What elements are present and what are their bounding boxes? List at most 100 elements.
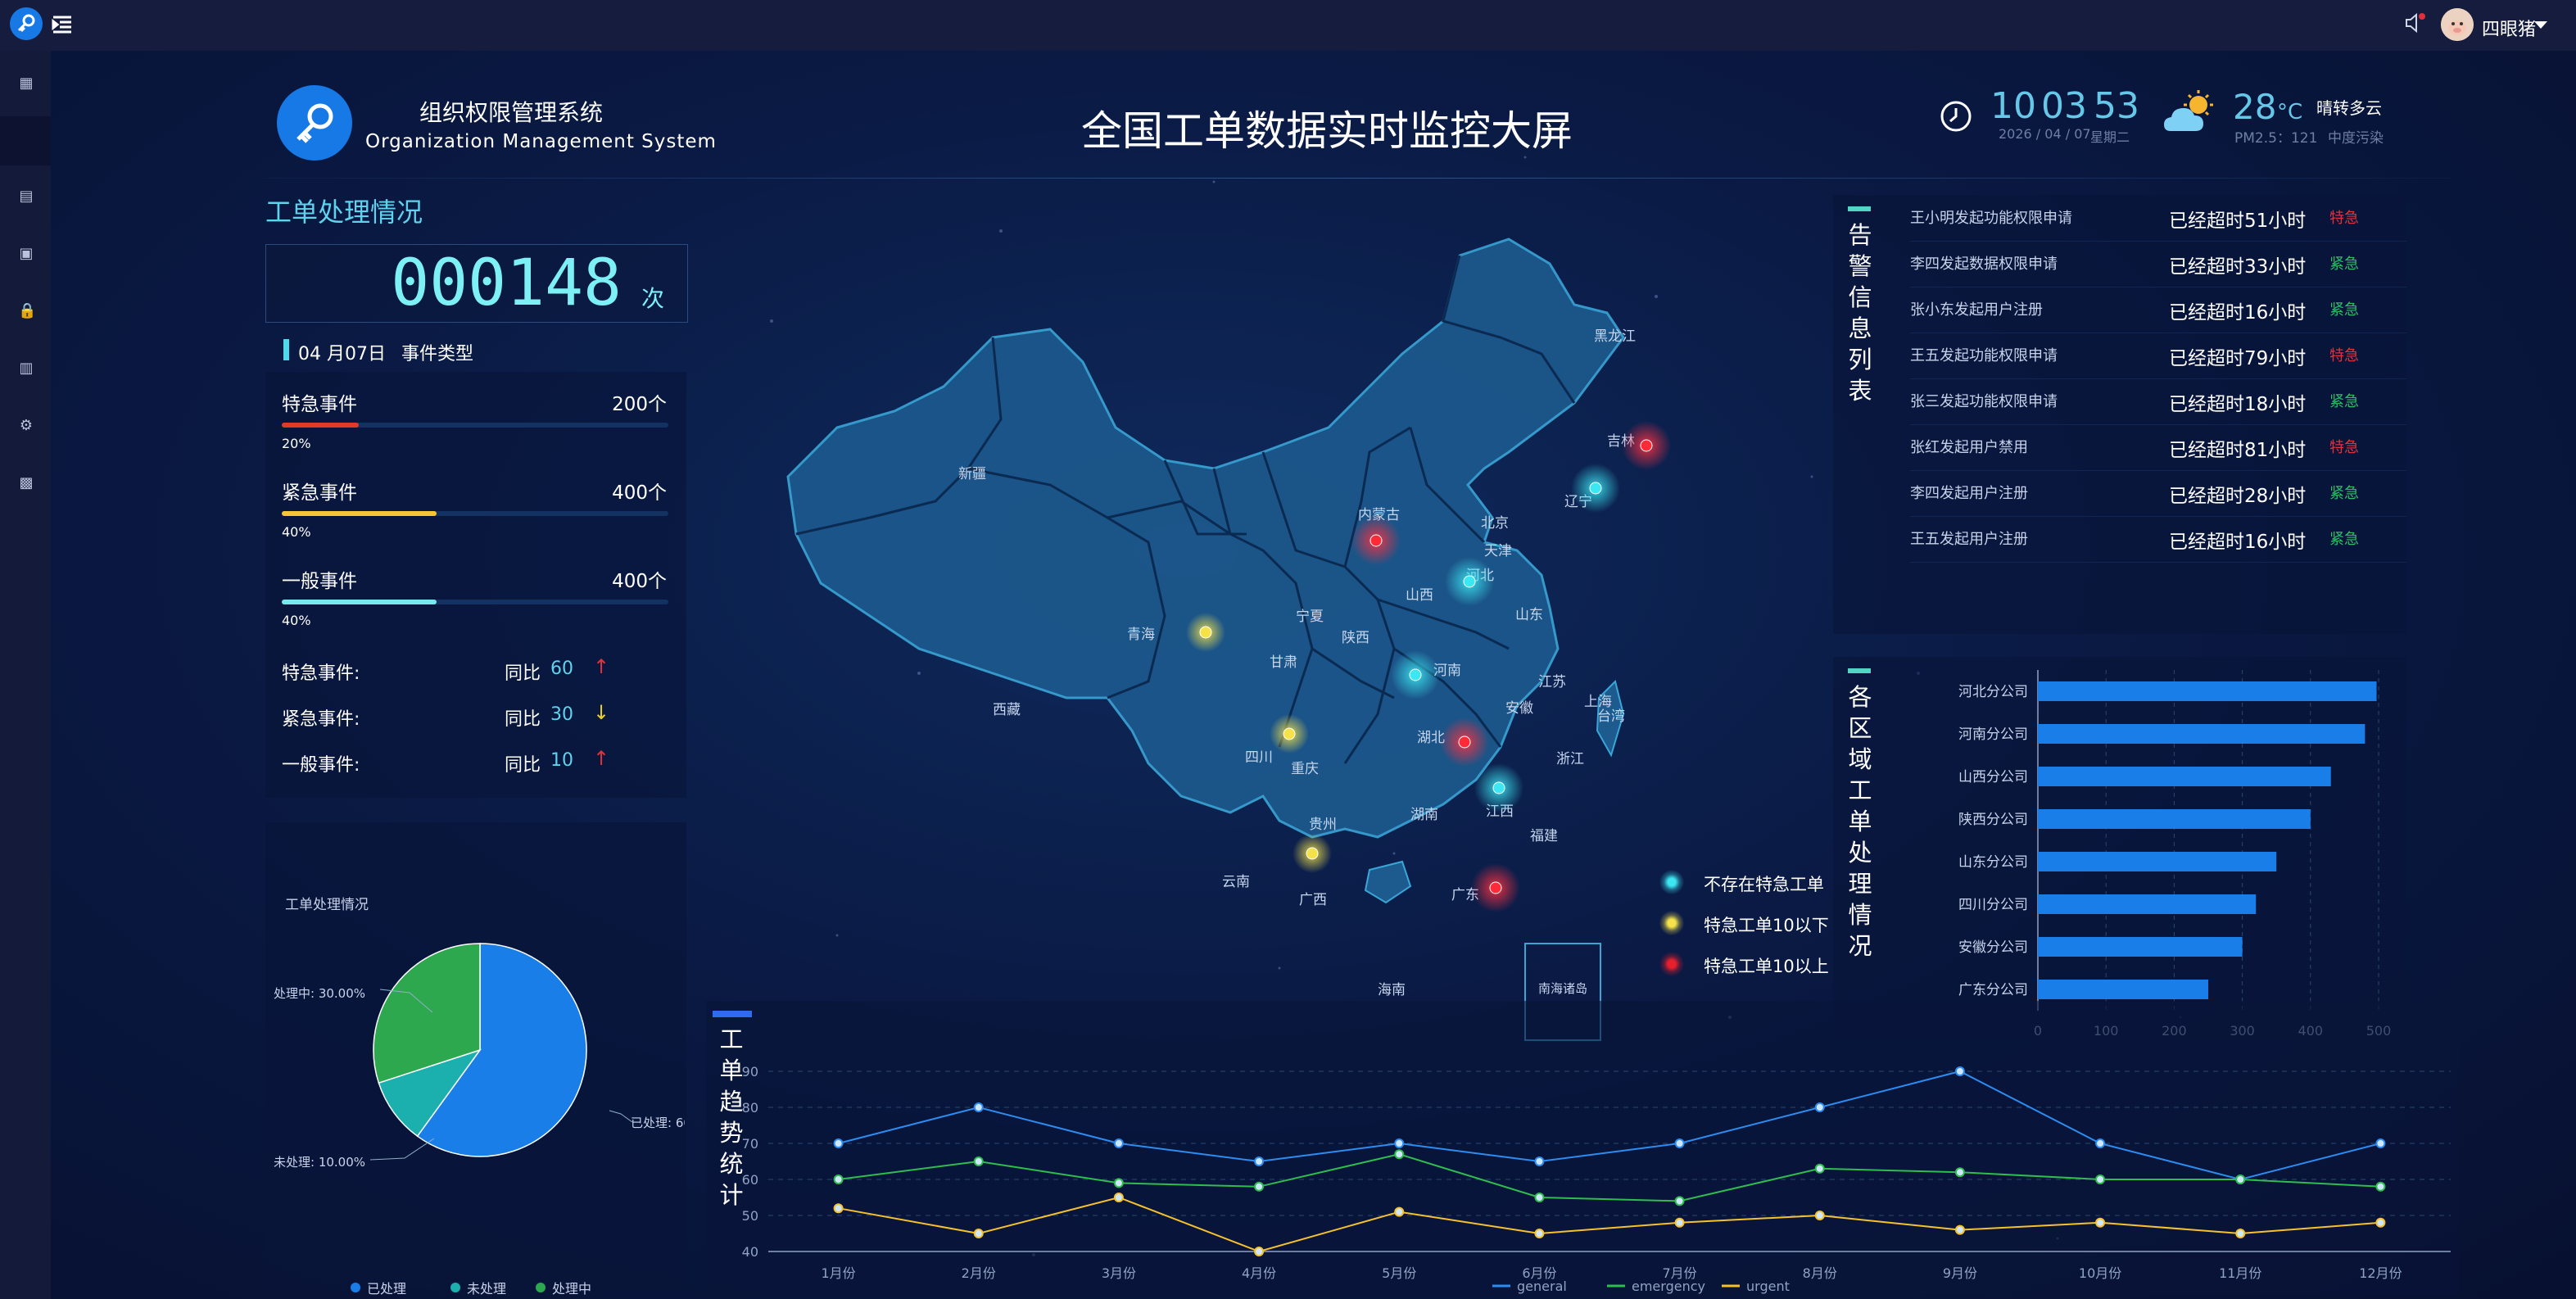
alert-row[interactable]: 王小明发起功能权限申请 已经超时51小时 特急	[1910, 195, 2406, 242]
map-marker-dot[interactable]	[1283, 727, 1296, 740]
menu-toggle-icon[interactable]	[51, 13, 74, 36]
chevron-down-icon[interactable]	[2534, 21, 2547, 29]
map-marker-dot[interactable]	[1489, 881, 1502, 894]
pie-title: 工单处理情况	[285, 897, 369, 913]
user-card-icon[interactable]: ▣	[19, 245, 34, 262]
map-marker-dot[interactable]	[1306, 847, 1319, 860]
series-line	[838, 1153, 2381, 1202]
pm25: PM2.5：121	[2234, 130, 2318, 147]
lock-icon[interactable]: 🔒	[18, 302, 37, 319]
sidebar-active-indicator	[0, 116, 51, 165]
data-point	[1113, 1138, 1124, 1148]
data-point	[1254, 1247, 1265, 1256]
region-panel: 各区域工单处理情况 0100200300400500河北分公司河南分公司山西分公…	[1833, 657, 2406, 1039]
bar-chart-icon[interactable]: ▥	[19, 360, 34, 377]
map-marker-dot[interactable]	[1369, 534, 1383, 547]
alert-title: 告警信息列表	[1848, 221, 1872, 405]
legend-label: general	[1517, 1279, 1567, 1294]
alert-row[interactable]: 李四发起数据权限申请 已经超时33小时 紧急	[1910, 241, 2406, 287]
map-marker-dot[interactable]	[1589, 482, 1602, 495]
event-progress-fill	[282, 511, 437, 516]
legend-dot-yellow-icon	[1659, 911, 1684, 935]
alert-row[interactable]: 李四发起用户注册 已经超时28小时 紧急	[1910, 470, 2406, 517]
map-marker-dot[interactable]	[1463, 575, 1476, 588]
map-marker-dot[interactable]	[1409, 668, 1422, 681]
pie-label-clip: 已处理: 60.0	[631, 1114, 685, 1132]
alert-level: 紧急	[2329, 393, 2359, 410]
province-label: 湖南	[1410, 807, 1438, 823]
legend-label[interactable]: 处理中	[552, 1281, 592, 1297]
data-point	[1814, 1163, 1825, 1174]
y-tick-label: 90	[742, 1064, 758, 1079]
alert-overtime: 已经超时16小时	[2169, 532, 2307, 553]
section-title: 工单处理情况	[265, 197, 423, 228]
alert-level: 紧急	[2329, 531, 2359, 548]
alert-panel: 告警信息列表 王小明发起功能权限申请 已经超时51小时 特急 李四发起数据权限申…	[1833, 195, 2406, 634]
alert-desc: 李四发起用户注册	[1910, 485, 2028, 502]
bar	[2038, 980, 2208, 999]
alert-row[interactable]: 张小东发起用户注册 已经超时16小时 紧急	[1910, 287, 2406, 333]
x-tick-label: 8月份	[1803, 1265, 1837, 1281]
data-point	[1113, 1178, 1124, 1188]
province-label: 浙江	[1556, 751, 1584, 767]
x-tick-label: 9月份	[1943, 1265, 1977, 1281]
yoy-value: 60	[550, 659, 573, 679]
weather-desc: 晴转多云	[2316, 98, 2382, 118]
pie-slice	[378, 1048, 482, 1138]
event-progress-track	[282, 511, 668, 516]
province-label: 北京	[1481, 515, 1509, 532]
yoy-name: 特急事件:	[282, 663, 360, 684]
alert-row[interactable]: 王五发起用户注册 已经超时16小时 紧急	[1910, 516, 2406, 563]
legend-label: urgent	[1746, 1279, 1790, 1294]
legend-label[interactable]: 已处理	[367, 1281, 407, 1297]
header-divider	[264, 178, 2451, 179]
province-label: 安徽	[1505, 700, 1533, 717]
province-label: 四川	[1245, 749, 1273, 766]
data-point	[1394, 1149, 1405, 1160]
bar	[2038, 767, 2331, 786]
clock-hours: 10	[1990, 85, 2036, 127]
trend-line-chart: 40 50 60 70 80 90 1月份 2月份 3月份 4月份 5月份 6月份 7月份 8月份 9月份 1…	[742, 1064, 2451, 1294]
event-percent: 40%	[282, 524, 311, 540]
document-icon[interactable]: ▤	[19, 188, 34, 205]
settings-icon[interactable]: ⚙	[19, 417, 34, 434]
pie-slice	[416, 943, 587, 1157]
dashboard-icon[interactable]: ▦	[19, 75, 34, 92]
china-outline	[786, 238, 1625, 839]
alert-list: 王小明发起功能权限申请 已经超时51小时 特急 李四发起数据权限申请 已经超时3…	[1910, 195, 2406, 629]
province-label: 广西	[1299, 892, 1327, 908]
avatar[interactable]	[2441, 8, 2474, 41]
province-label: 福建	[1530, 828, 1558, 844]
data-point	[1954, 1167, 1965, 1178]
yoy-name: 紧急事件:	[282, 709, 360, 730]
legend-label[interactable]: 未处理	[467, 1281, 507, 1297]
alert-row[interactable]: 王五发起功能权限申请 已经超时79小时 特急	[1910, 333, 2406, 379]
map-marker-dot[interactable]	[1199, 626, 1212, 639]
alert-row[interactable]: 张三发起功能权限申请 已经超时18小时 紧急	[1910, 378, 2406, 425]
legend-dot-red-icon	[1659, 952, 1684, 976]
map-marker-dot[interactable]	[1458, 735, 1471, 749]
event-percent: 40%	[282, 613, 311, 628]
username[interactable]: 四眼猪	[2482, 20, 2537, 40]
province-label: 上海	[1584, 694, 1612, 710]
app-logo-icon[interactable]	[10, 7, 43, 40]
gift-icon[interactable]: ▩	[19, 474, 34, 491]
province-label: 甘肃	[1270, 654, 1297, 671]
yoy-name: 一般事件:	[282, 755, 360, 776]
province-label: 贵州	[1309, 817, 1337, 833]
alert-row[interactable]: 张红发起用户禁用 已经超时81小时 特急	[1910, 424, 2406, 471]
province-label: 江苏	[1538, 674, 1566, 690]
data-point	[833, 1175, 844, 1184]
bar	[2038, 724, 2365, 744]
pie-label-processed: 已处理: 60.0	[631, 1116, 685, 1130]
data-point	[1394, 1138, 1405, 1148]
clock-icon	[1940, 100, 1972, 133]
alert-overtime: 已经超时51小时	[2169, 210, 2307, 232]
notification-bell-icon[interactable]	[2403, 11, 2426, 34]
data-point	[1394, 1206, 1405, 1217]
map-marker-dot[interactable]	[1492, 781, 1505, 794]
temperature-unit: °C	[2277, 100, 2303, 124]
trend-title-accent	[713, 1011, 752, 1017]
map-marker-dot[interactable]	[1640, 439, 1653, 452]
data-point	[1814, 1211, 1825, 1220]
